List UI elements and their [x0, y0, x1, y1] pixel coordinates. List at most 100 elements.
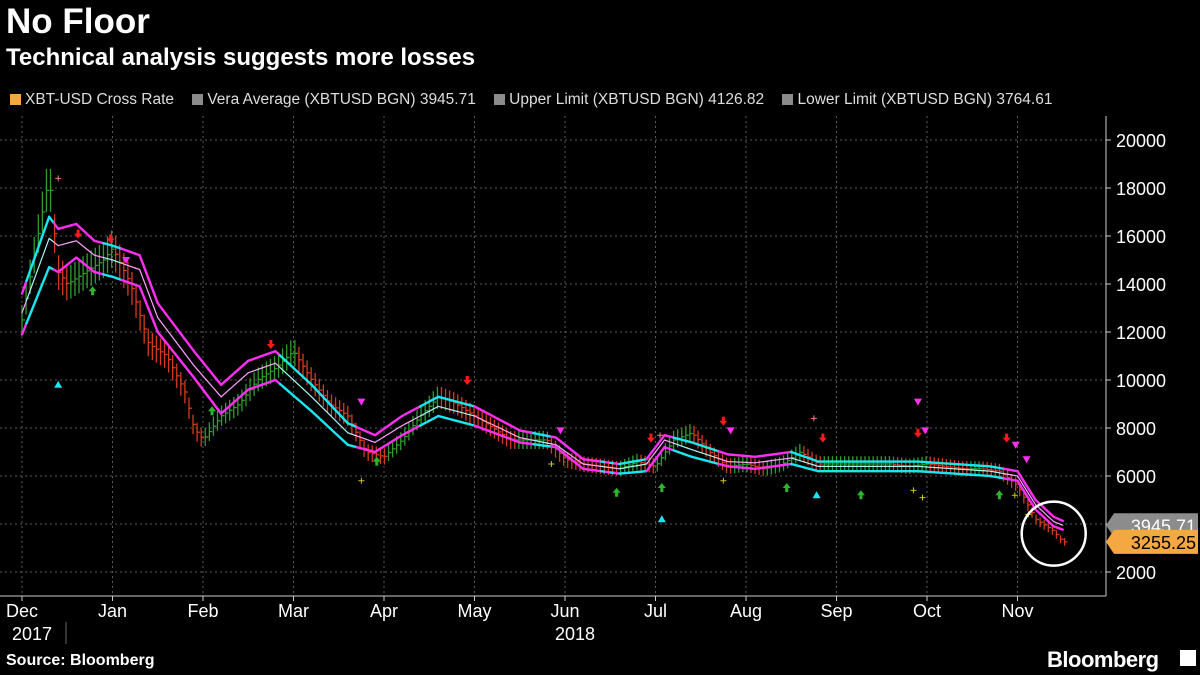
vera-average-line	[618, 467, 625, 470]
vera-average-line	[161, 323, 168, 331]
source-note: Source: Bloomberg	[6, 652, 155, 669]
x-tick-label: Dec	[6, 601, 38, 621]
signal-triangle-down	[726, 427, 735, 435]
vera-average-line	[777, 458, 783, 461]
vera-average-line	[813, 464, 820, 467]
upper-limit-line	[1057, 517, 1064, 523]
vera-average-line	[636, 464, 643, 467]
vera-average-line	[600, 465, 607, 468]
lower-limit-line	[1025, 494, 1033, 504]
vera-average-line	[645, 457, 652, 465]
legend-swatch-upper-limit	[494, 94, 506, 105]
vera-average-line	[202, 375, 209, 382]
vera-average-line	[781, 458, 788, 460]
vera-average-line	[582, 463, 589, 466]
vera-average-line	[125, 264, 132, 267]
upper-limit-line	[29, 253, 37, 270]
vera-average-line	[247, 370, 254, 374]
signal-arrow-down	[1002, 433, 1011, 443]
vera-average-line	[695, 450, 702, 454]
vera-average-line	[374, 439, 381, 443]
vera-average-line	[596, 465, 602, 467]
vera-average-line	[120, 262, 127, 266]
signal-arrow-down	[913, 428, 922, 438]
lower-limit-line	[206, 394, 214, 403]
legend-item-lower-limit: Lower Limit (XBTUSD BGN) 3764.61	[782, 91, 1052, 109]
vera-average-line	[519, 437, 525, 440]
vera-average-line	[573, 457, 580, 462]
signal-arrow-up	[782, 483, 791, 492]
lower-limit-line	[161, 336, 169, 345]
upper-limit-line	[1029, 491, 1037, 502]
vera-average-line	[283, 371, 290, 377]
y-tick-label: 16000	[1116, 227, 1166, 247]
vera-average-line	[243, 372, 249, 378]
signal-plus	[919, 494, 926, 501]
lower-limit-line	[156, 330, 164, 339]
vera-average-line	[356, 435, 362, 439]
vera-average-line	[193, 365, 200, 372]
vera-average-line	[442, 407, 448, 410]
lower-limit-line	[1016, 479, 1024, 490]
vera-average-line	[704, 453, 711, 457]
x-tick-label: Jul	[644, 601, 667, 621]
vera-average-line	[62, 242, 68, 245]
vera-average-line	[21, 299, 28, 314]
signal-plus	[720, 477, 727, 484]
signal-arrow-down	[106, 234, 115, 244]
y-tick-label: 2000	[1116, 563, 1156, 583]
vera-average-line	[614, 467, 620, 470]
x-tick-label: Apr	[370, 601, 398, 621]
upper-limit-line	[179, 332, 187, 341]
legend-swatch-vera-average	[192, 94, 204, 105]
vera-average-line	[464, 413, 471, 416]
signal-plus	[910, 487, 917, 494]
upper-limit-line	[658, 434, 666, 443]
vera-average-line	[396, 425, 403, 429]
vera-average-line	[677, 444, 684, 447]
vera-average-line	[682, 445, 688, 449]
signal-arrow-up	[88, 286, 97, 296]
price-last-value-label: 3255.25	[1131, 533, 1196, 553]
vera-average-line	[57, 243, 64, 247]
y-tick-label: 20000	[1116, 131, 1166, 151]
y-tick-label: 10000	[1116, 371, 1166, 391]
vera-average-line	[663, 439, 670, 443]
x-tick-label: Oct	[913, 601, 941, 621]
signal-triangle-up	[812, 491, 821, 499]
vera-average-line	[1039, 508, 1046, 514]
vera-average-line	[265, 364, 272, 367]
vera-average-line	[1057, 522, 1064, 526]
signal-arrow-up	[372, 456, 381, 466]
vera-average-line	[107, 258, 114, 261]
vera-average-line	[215, 391, 222, 398]
lower-limit-line	[215, 406, 223, 415]
vera-average-line	[48, 237, 55, 243]
vera-average-line	[758, 461, 765, 463]
bloomberg-logo: Bloomberg	[1047, 647, 1159, 672]
vera-average-line	[659, 439, 666, 447]
vera-average-line	[44, 237, 50, 252]
upper-limit-line	[649, 446, 657, 455]
vera-average-line	[763, 460, 770, 463]
vera-average-line	[311, 396, 317, 402]
vera-average-line	[351, 433, 358, 437]
vera-average-line	[256, 367, 263, 371]
x-tick-label: Mar	[278, 601, 309, 621]
x-tick-label: Aug	[730, 601, 762, 621]
vera-average-line	[428, 408, 435, 412]
vera-average-line	[691, 449, 697, 452]
vera-average-line	[433, 405, 439, 410]
legend-swatch-cross-rate	[10, 94, 21, 105]
lower-limit-line	[34, 288, 42, 302]
vera-average-line	[170, 335, 177, 343]
vera-average-line	[1053, 520, 1059, 525]
vera-average-line	[505, 430, 512, 434]
vera-average-line	[30, 275, 37, 289]
signal-triangle-down	[556, 427, 565, 435]
upper-limit-line	[34, 241, 42, 257]
vera-average-line	[369, 440, 376, 443]
signal-arrow-down	[646, 433, 655, 443]
vera-average-line	[406, 420, 412, 424]
vera-average-line	[75, 240, 82, 245]
